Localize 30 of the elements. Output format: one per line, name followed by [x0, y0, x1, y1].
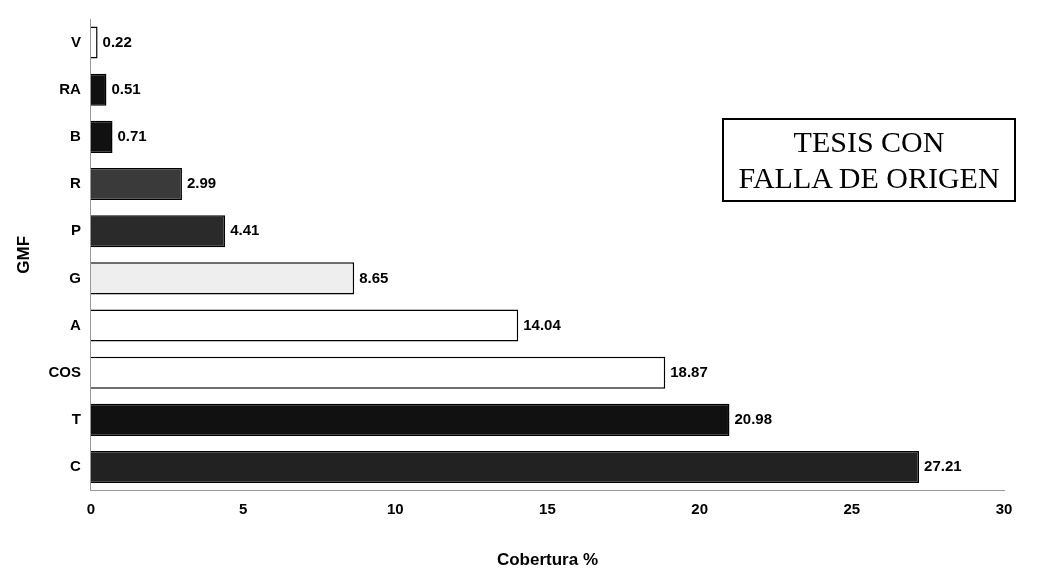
- x-tick-label: 20: [691, 499, 708, 517]
- x-tick-label: 0: [86, 499, 96, 517]
- data-label: 8.65: [359, 268, 389, 286]
- data-label: 0.51: [111, 79, 141, 97]
- y-tick-label: A: [70, 315, 82, 333]
- x-tick-label: 25: [843, 499, 861, 517]
- y-tick-label: V: [70, 32, 81, 50]
- y-tick-label: RA: [59, 79, 82, 97]
- x-tick-label: 15: [539, 499, 556, 517]
- data-label: 18.87: [670, 362, 708, 380]
- y-tick-label: R: [70, 174, 82, 192]
- annotation: TESIS CON FALLA DE ORIGEN: [722, 118, 1016, 202]
- x-tick-label: 10: [386, 499, 404, 517]
- data-label: 20.98: [734, 410, 773, 427]
- y-tick-label: P: [70, 221, 81, 239]
- data-label: 0.71: [117, 127, 147, 145]
- data-label: 0.22: [102, 32, 132, 50]
- y-tick-label: B: [70, 127, 82, 145]
- data-label: 27.21: [924, 457, 962, 475]
- data-label: 14.04: [523, 315, 562, 333]
- y-tick-label: G: [69, 268, 81, 286]
- x-axis-title: Cobertura %: [496, 550, 598, 570]
- data-label: 2.99: [186, 174, 217, 192]
- y-tick-label: COS: [48, 362, 81, 380]
- y-axis-title: GMF: [13, 235, 33, 274]
- y-tick-label: T: [71, 410, 81, 427]
- x-tick-label: 30: [995, 499, 1013, 517]
- x-tick-label: 5: [238, 499, 248, 517]
- data-label: 4.41: [230, 221, 260, 239]
- y-tick-label: C: [70, 457, 82, 475]
